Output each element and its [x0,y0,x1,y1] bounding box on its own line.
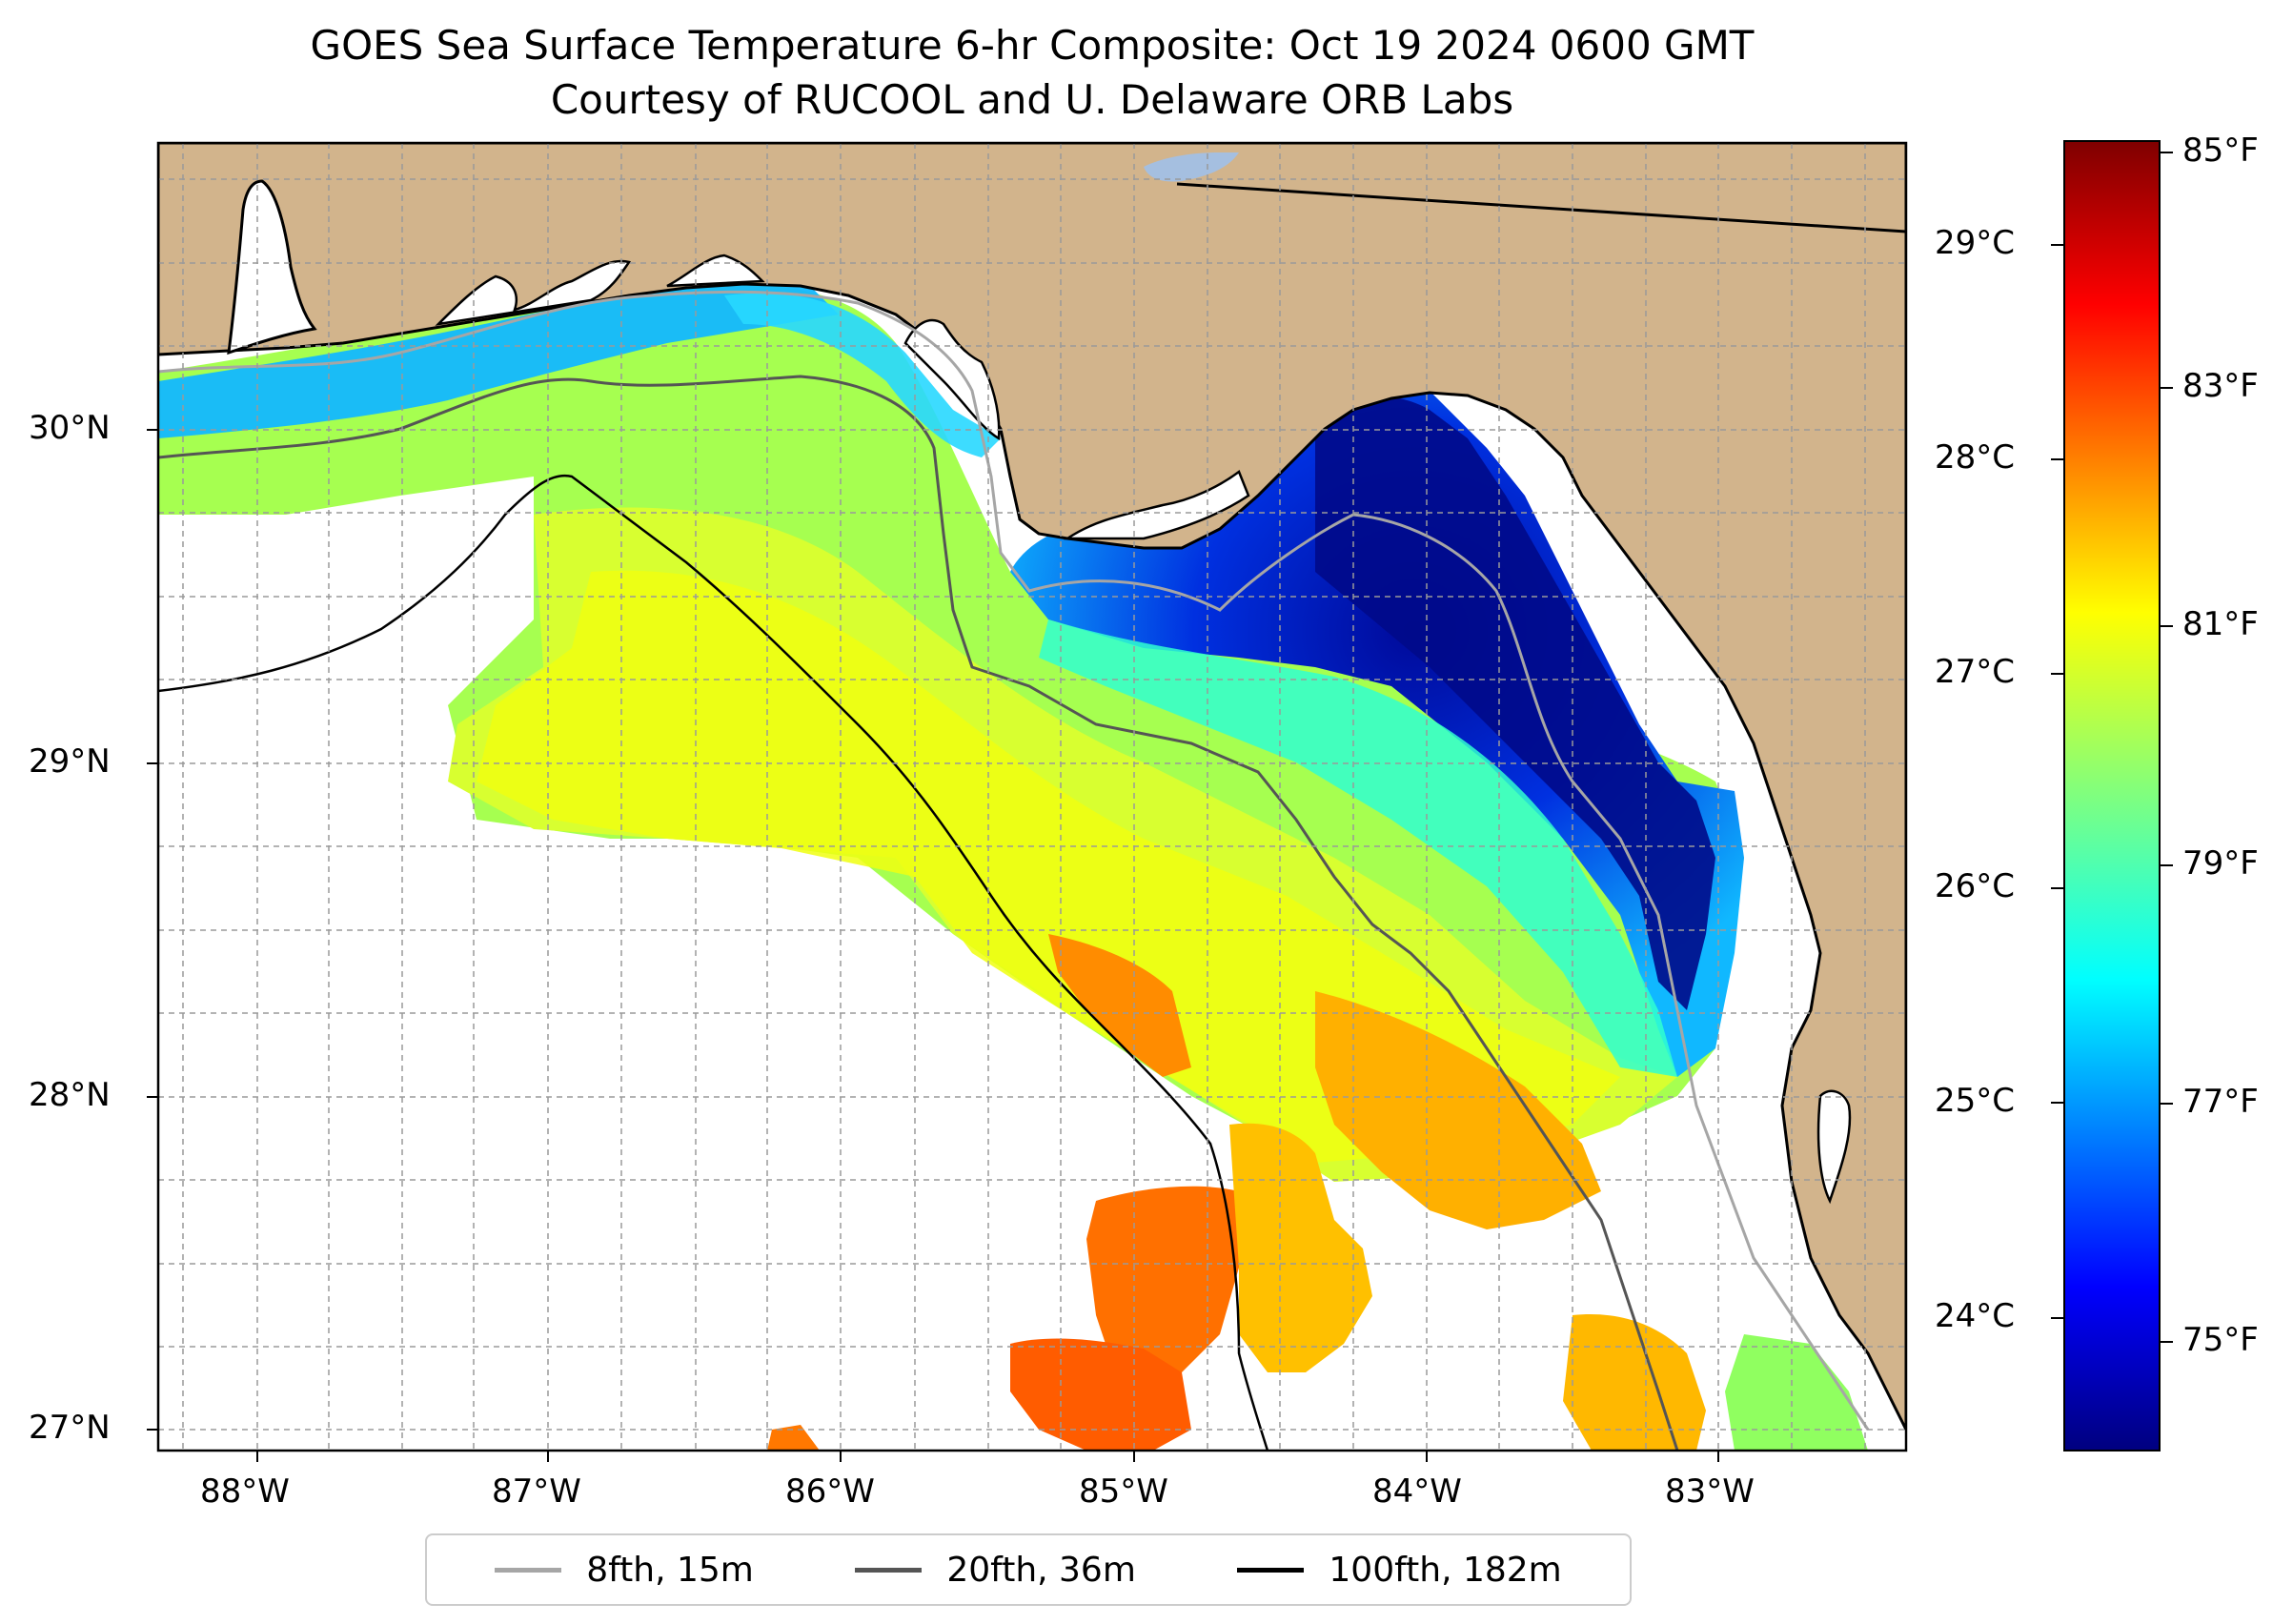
legend-item-100fth: 100fth, 182m [1237,1550,1562,1590]
fahrenheit-tick-label: 75°F [2182,1321,2259,1359]
legend-label: 20fth, 36m [946,1550,1136,1590]
lat-tick-label: 27°N [29,1409,111,1447]
fahrenheit-tick-label: 77°F [2182,1083,2259,1121]
celsius-tick-label: 25°C [1935,1082,2016,1120]
celsius-tick-label: 24°C [1935,1297,2016,1335]
fahrenheit-tick-label: 79°F [2182,844,2259,883]
fahrenheit-tick-label: 81°F [2182,605,2259,643]
isobath-20fth [158,375,1679,1451]
lat-tick-label: 28°N [29,1076,111,1114]
lat-tick-label: 29°N [29,742,111,781]
celsius-tick-label: 26°C [1935,867,2016,905]
state-boundary [1176,182,1906,233]
colorbar [2063,140,2161,1451]
legend-swatch [855,1567,923,1573]
legend-label: 100fth, 182m [1329,1550,1562,1590]
celsius-tick-label: 27°C [1935,653,2016,691]
isobaths [158,290,1870,1451]
map-title: GOES Sea Surface Temperature 6-hr Compos… [310,22,1755,69]
fahrenheit-tick-label: 85°F [2182,132,2259,170]
celsius-tick-label: 28°C [1935,438,2016,477]
legend-swatch [1237,1567,1305,1573]
lon-tick-label: 87°W [492,1472,581,1511]
legend-item-8fth: 8fth, 15m [495,1551,754,1590]
legend-swatch [495,1567,562,1573]
map-frame [156,141,1908,1452]
fahrenheit-tick-label: 83°F [2182,367,2259,405]
colorbar-ticks [2051,152,2173,1343]
isobath-legend: 8fth, 15m 20fth, 36m 100fth, 182m [425,1533,1632,1606]
lon-tick-label: 84°W [1372,1472,1462,1511]
lon-tick-label: 86°W [785,1472,875,1511]
isobath-8fth [158,290,1870,1431]
axis-ticks [147,429,1719,1462]
gridlines [158,143,1906,1451]
isobath-100fth [158,474,1269,1451]
legend-item-20fth: 20fth, 36m [855,1551,1136,1590]
lon-tick-label: 83°W [1665,1472,1755,1511]
lon-tick-label: 85°W [1079,1472,1168,1511]
celsius-tick-label: 29°C [1935,224,2016,262]
lat-tick-label: 30°N [29,409,111,447]
lon-tick-label: 88°W [200,1472,290,1511]
map-subtitle: Courtesy of RUCOOL and U. Delaware ORB L… [550,76,1514,123]
land [158,143,1906,1431]
legend-label: 8fth, 15m [586,1550,754,1590]
sst-field [158,283,1868,1451]
